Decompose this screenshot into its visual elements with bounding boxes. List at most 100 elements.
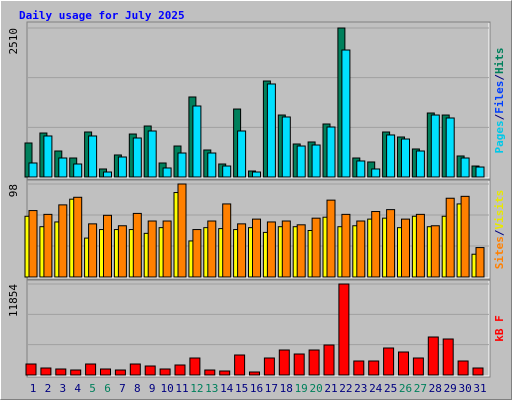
bar	[341, 213, 351, 278]
bar	[296, 145, 306, 178]
bar	[189, 357, 201, 376]
plot-bevel	[28, 181, 490, 279]
bar	[281, 116, 291, 178]
bar	[386, 134, 396, 178]
x-tick-label: 21	[324, 382, 337, 395]
bar	[266, 83, 276, 178]
bar	[252, 171, 261, 178]
bar	[338, 283, 350, 376]
bar	[40, 367, 52, 376]
legend-entry: Sites	[493, 236, 506, 269]
bar	[249, 371, 260, 376]
x-tick-label: 29	[444, 382, 457, 395]
legend: Pages/Files/Hits	[493, 48, 506, 154]
bar	[162, 167, 172, 178]
x-tick-label: 6	[104, 382, 111, 395]
bar	[177, 152, 187, 178]
legend-entry: Hits	[493, 48, 506, 75]
bar	[28, 162, 38, 178]
bar	[427, 336, 439, 376]
bar	[263, 357, 275, 376]
x-tick-label: 23	[354, 382, 367, 395]
bar	[356, 160, 366, 178]
bar	[356, 220, 366, 278]
bar	[383, 347, 395, 376]
bar	[222, 165, 232, 178]
bar	[237, 130, 247, 178]
bar	[460, 157, 470, 178]
bar	[58, 157, 68, 178]
bar	[308, 349, 320, 376]
legend: kB F	[493, 315, 506, 342]
x-tick-label: 25	[384, 382, 397, 395]
legend: Sites/Visits	[493, 190, 506, 270]
bar	[207, 220, 217, 278]
x-tick-label: 11	[175, 382, 188, 395]
bar	[55, 368, 67, 376]
bar	[475, 166, 485, 178]
x-tick-label: 1	[30, 382, 37, 395]
x-tick-label: 31	[473, 382, 486, 395]
bar	[296, 224, 306, 278]
bar	[103, 214, 112, 278]
bar	[43, 213, 53, 278]
bar	[100, 368, 111, 376]
bar	[219, 370, 231, 376]
bar	[192, 229, 202, 278]
bar	[442, 338, 454, 376]
bar	[117, 225, 127, 278]
bar	[117, 156, 127, 178]
bar	[237, 223, 247, 278]
bar	[326, 126, 336, 178]
bar	[371, 168, 381, 178]
bar	[70, 369, 82, 376]
bar	[85, 363, 97, 376]
bar	[472, 367, 484, 376]
bar	[222, 203, 232, 278]
bar	[415, 213, 425, 278]
x-tick-label: 3	[59, 382, 66, 395]
bar	[207, 152, 217, 178]
bar	[132, 137, 142, 178]
bar	[174, 364, 186, 376]
legend-entry: /	[493, 113, 506, 120]
bar	[415, 150, 425, 178]
bar	[445, 197, 455, 278]
x-tick-label: 9	[149, 382, 156, 395]
x-tick-label: 13	[205, 382, 218, 395]
bar	[311, 217, 321, 278]
x-tick-label: 30	[458, 382, 471, 395]
bar	[430, 114, 440, 178]
bar	[368, 360, 380, 376]
bar	[398, 351, 409, 376]
bar	[73, 196, 83, 278]
bar	[177, 183, 187, 278]
x-tick-label: 18	[280, 382, 293, 395]
x-tick-label: 16	[250, 382, 263, 395]
x-tick-label: 8	[134, 382, 141, 395]
plot-frame	[26, 279, 491, 378]
bar	[114, 369, 126, 376]
bar	[281, 220, 291, 278]
bar	[412, 357, 424, 376]
x-tick-label: 4	[74, 382, 81, 395]
x-tick-label: 22	[339, 382, 352, 395]
bar	[293, 353, 305, 376]
x-tick-label: 12	[190, 382, 203, 395]
x-tick-label: 27	[414, 382, 427, 395]
x-tick-label: 24	[369, 382, 383, 395]
bar	[341, 49, 351, 178]
bar	[28, 210, 38, 278]
y-tick-label: 98	[7, 184, 20, 197]
bar	[43, 135, 53, 178]
bar	[278, 349, 290, 376]
bar	[192, 105, 202, 178]
bar	[445, 117, 455, 178]
plot-bevel	[28, 281, 490, 377]
bar	[162, 220, 172, 278]
bar	[252, 218, 261, 278]
bar	[88, 223, 98, 278]
bar	[353, 360, 365, 376]
